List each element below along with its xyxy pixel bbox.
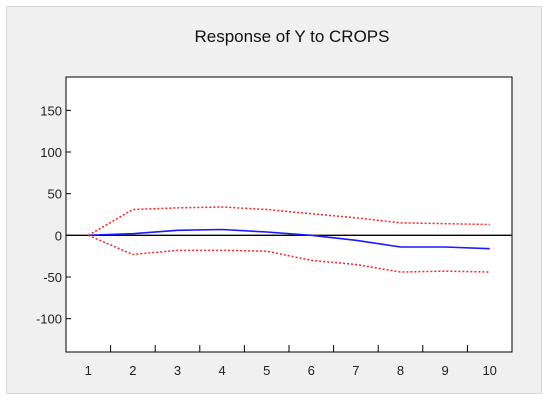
x-tick-label: 2 [129,363,136,378]
x-tick-label: 6 [308,363,315,378]
x-tick-label: 10 [482,363,496,378]
x-tick-label: 7 [352,363,359,378]
series-line-response [88,228,490,250]
x-tick-label: 1 [85,363,92,378]
y-tick-label: -100 [36,312,62,327]
y-tick-label: -50 [43,270,62,285]
x-tick-label: 8 [397,363,404,378]
chart-title: Response of Y to CROPS [195,27,390,46]
y-tick-label: 0 [55,228,62,243]
x-tick-label: 3 [174,363,181,378]
series-line-lower [88,234,490,273]
impulse-response-chart: Response of Y to CROPS 150 100 50 0 -50 -100 1… [36,27,513,378]
y-tick-label: 150 [40,103,62,118]
plot-area [65,76,513,353]
series-line-upper [87,206,490,236]
x-tick-label: 9 [441,363,448,378]
chart-frame: Response of Y to CROPS 150 100 50 0 -50 -100 1… [6,6,542,394]
y-tick-label: 50 [48,187,62,202]
x-tick-label: 5 [263,363,270,378]
x-tick-label: 4 [218,363,225,378]
y-tick-label: 100 [40,145,62,160]
